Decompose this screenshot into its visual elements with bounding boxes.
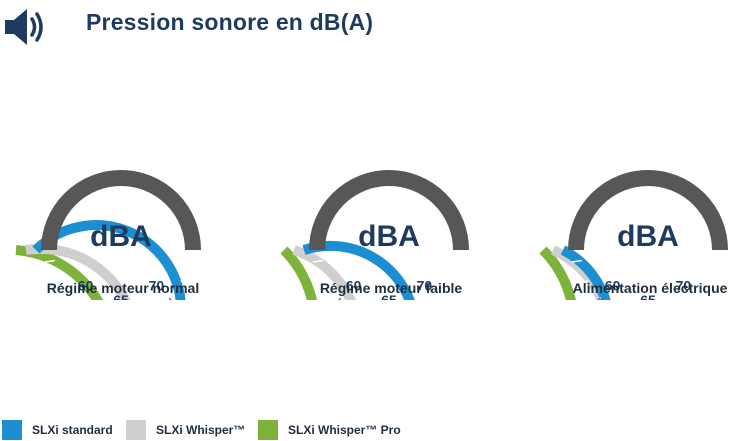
gauge-label-low: Régime moteur faible: [319, 280, 463, 296]
legend-swatch-whisper: [126, 420, 146, 440]
gauge-0-tick: [52, 279, 62, 286]
gauge-0-tick-label: 65: [113, 292, 129, 300]
speaker-icon: [2, 6, 46, 53]
gauge-0-tick: [187, 259, 198, 263]
gauge-2-tick: [714, 259, 725, 263]
gauge-1-band-whisper-pro: [280, 246, 318, 300]
gauge-label-normal: Régime moteur normal: [46, 280, 200, 296]
gauge-1-tick: [320, 279, 330, 286]
gauge-0-unit-label: dBA: [90, 220, 152, 253]
gauge-2-tick: [707, 279, 717, 286]
gauge-0-tick-label: 60: [78, 277, 94, 293]
legend-swatch-standard: [2, 420, 22, 440]
gauge-2-band-standard: [560, 245, 611, 300]
gauge-2-tick-label: 70: [676, 277, 692, 293]
legend-label-whisper: SLXi Whisper™: [156, 423, 246, 437]
gauge-label-electric: Alimentation électrique: [572, 280, 728, 296]
gauge-0-tick: [44, 259, 55, 263]
page-title: Pression sonore en dB(A): [86, 9, 374, 35]
gauge-0-callout-line: [168, 297, 172, 300]
gauge-2-dial: [568, 170, 728, 251]
legend: SLXi standard SLXi Whisper™ SLXi Whisper…: [0, 420, 735, 440]
gauge-0-tick-label: 70: [149, 277, 165, 293]
gauge-1-tick: [435, 296, 441, 300]
gauge-0-dial: [41, 170, 201, 251]
legend-label-standard: SLXi standard: [32, 423, 113, 437]
legend-swatch-whisper-pro: [258, 420, 278, 440]
gauge-1-tick-label: 65: [381, 292, 397, 300]
legend-label-whisper-pro: SLXi Whisper™ Pro: [288, 423, 401, 437]
gauge-1-unit-label: dBA: [358, 220, 420, 253]
gauge-0-tick: [69, 296, 75, 300]
gauge-1-band-whisper: [292, 245, 357, 300]
gauge-2-tick-label: 65: [640, 292, 656, 300]
gauge-1-tick-label: 70: [417, 277, 433, 293]
gauge-1-dial: [309, 170, 469, 251]
gauge-chart: 606570dBA6670606570dBA606367606570dBA606…: [15, 170, 728, 300]
gauge-2-tick-label: 60: [605, 277, 621, 293]
gauge-2-tick: [571, 259, 582, 263]
gauge-1-tick: [448, 279, 458, 286]
gauge-1-tick-label: 60: [346, 277, 362, 293]
header: Pression sonore en dB(A): [0, 0, 735, 56]
gauge-1-tick: [455, 259, 466, 263]
gauge-2-unit-label: dBA: [617, 220, 679, 253]
gauge-0-band-standard: [32, 220, 186, 300]
gauge-0-tick: [180, 279, 190, 286]
gauge-2-band-whisper-pro: [539, 246, 577, 300]
gauge-1-tick: [312, 259, 323, 263]
gauge-1-band-standard: [302, 240, 415, 300]
gauge-2-tick: [579, 279, 589, 286]
gauge-2-tick: [694, 296, 700, 300]
